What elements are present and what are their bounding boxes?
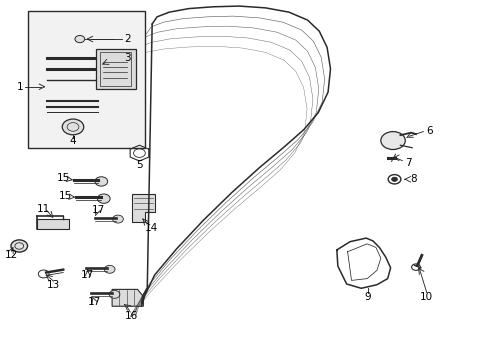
Circle shape [109,291,120,298]
Bar [96,49,136,89]
Text: 14: 14 [145,224,158,233]
Circle shape [113,215,123,223]
Circle shape [104,265,115,273]
Circle shape [11,240,27,252]
Text: 17: 17 [81,270,94,280]
FancyBboxPatch shape [37,219,69,229]
Text: 15: 15 [59,191,72,201]
Text: 17: 17 [92,206,105,216]
Circle shape [98,194,110,203]
Circle shape [62,119,84,135]
Text: 10: 10 [420,292,433,302]
Text: 15: 15 [57,173,70,183]
Text: 13: 13 [47,280,60,290]
Polygon shape [112,289,144,306]
Circle shape [392,177,397,181]
Bar [100,52,131,86]
Text: 9: 9 [365,292,371,302]
Polygon shape [132,194,155,222]
Text: 6: 6 [426,126,433,135]
Text: 11: 11 [37,204,50,215]
Bar [27,12,145,148]
Text: 2: 2 [124,34,131,44]
Circle shape [95,177,108,186]
Text: 8: 8 [410,174,416,184]
Text: 16: 16 [125,311,138,320]
Text: 17: 17 [88,297,101,307]
Text: 4: 4 [70,136,76,146]
Text: 1: 1 [17,82,24,92]
Text: 7: 7 [405,158,412,168]
Text: 12: 12 [5,249,18,260]
Text: 5: 5 [136,160,143,170]
Circle shape [75,36,85,42]
Text: 3: 3 [124,53,131,63]
Circle shape [381,132,405,149]
